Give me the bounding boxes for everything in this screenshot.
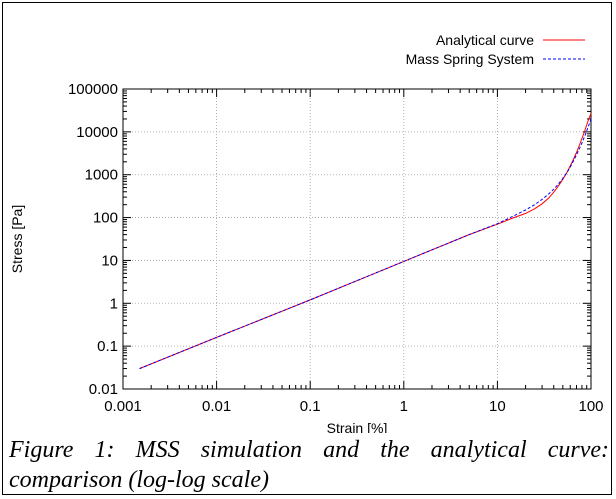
legend-label-analytical: Analytical curve (436, 32, 534, 48)
legend: Analytical curve Mass Spring System (406, 32, 585, 67)
x-tick-label: 1 (400, 398, 408, 415)
series-lines (139, 113, 592, 370)
figure-frame: 0.001 0.01 0.1 1 10 100 0.01 0.1 1 10 100 1000 10000… (2, 2, 612, 495)
x-tick-label: 0.01 (202, 398, 231, 415)
y-tick-label: 0.1 (97, 338, 118, 355)
y-tick-label: 10000 (76, 124, 118, 141)
figure-caption: Figure 1: MSS simulation and the analyti… (9, 437, 609, 493)
x-tick-label: 0.1 (300, 398, 321, 415)
stress-strain-chart: 0.001 0.01 0.1 1 10 1000.010.1110100100010000… (9, 32, 604, 433)
y-tick-label: 1 (110, 295, 118, 312)
plot-area (122, 88, 592, 390)
series-line-analytical (139, 113, 592, 370)
legend-label-mss: Mass Spring System (406, 51, 534, 67)
y-tick-label: 100000 (68, 81, 118, 98)
x-tick-label: 0.001 (104, 398, 142, 415)
y-tick-label: 100 (93, 210, 118, 227)
axis-ticks: 0.001 0.01 0.1 1 10 1000.010.1110100100010000… (68, 81, 604, 415)
y-tick-label: 10 (101, 252, 118, 269)
grid (123, 89, 591, 389)
x-axis-label: Strain [%] (327, 420, 388, 433)
y-tick-label: 1000 (85, 167, 118, 184)
x-tick-label: 10 (489, 398, 506, 415)
y-axis-label: Stress [Pa] (9, 205, 25, 273)
series-line-mss (139, 118, 592, 370)
x-tick-label: 100 (578, 398, 603, 415)
y-tick-label: 0.01 (89, 381, 118, 398)
